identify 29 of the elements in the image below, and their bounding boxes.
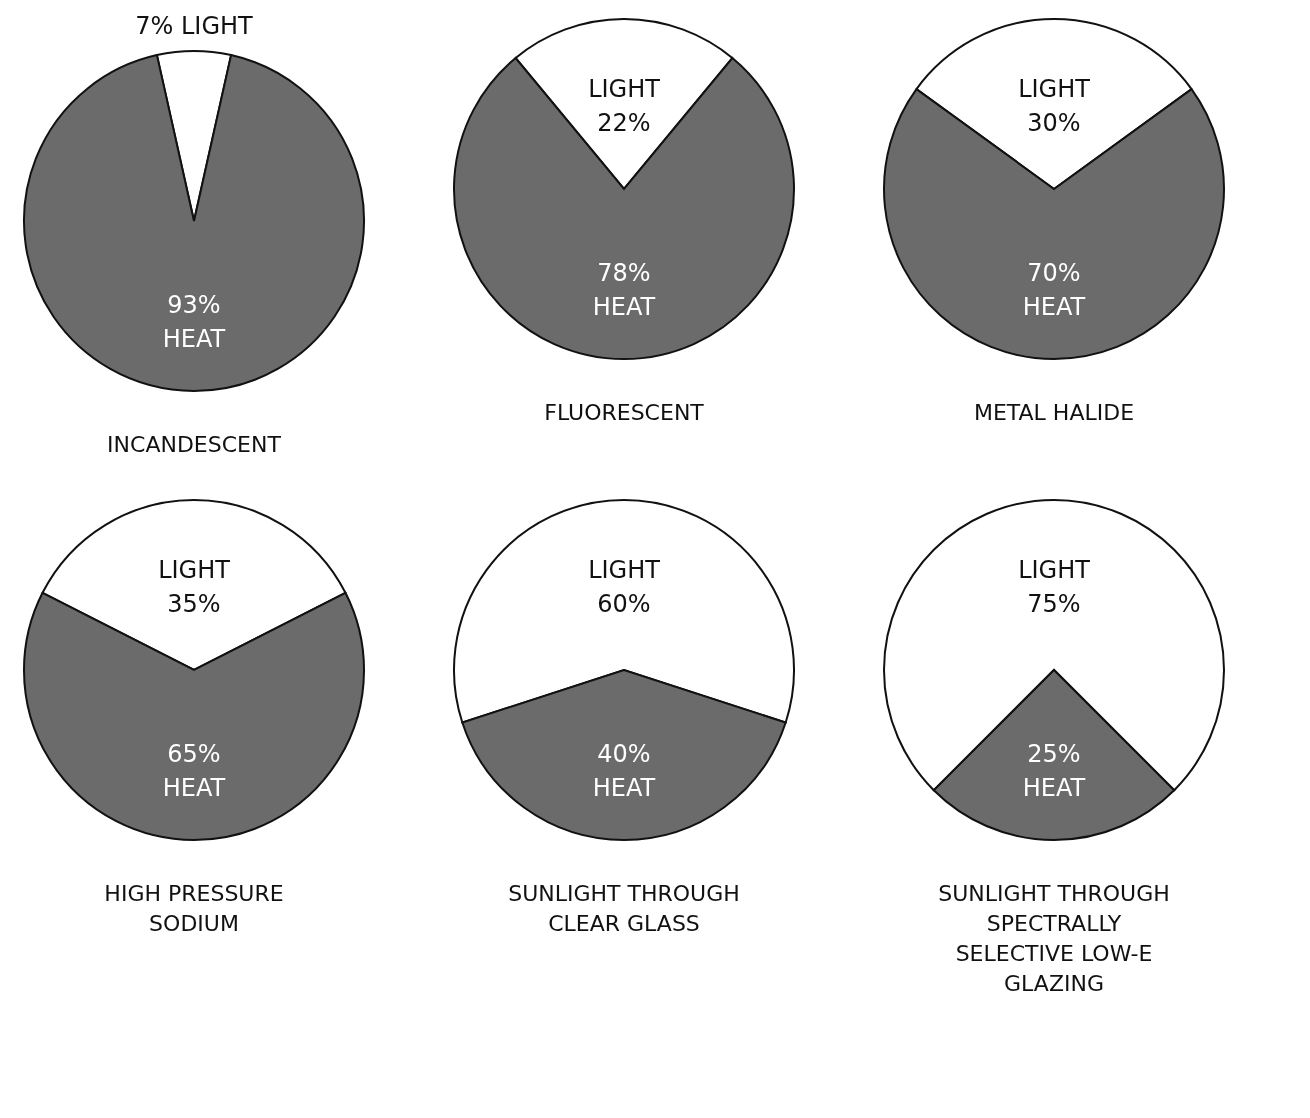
- text: SUNLIGHT THROUGH CLEAR GLASS: [508, 881, 740, 936]
- slice-label: HEAT: [1022, 293, 1086, 321]
- text: SUNLIGHT THROUGH SPECTRALLY SELECTIVE LOW-E GLAZING: [938, 881, 1170, 996]
- slice-label: LIGHT: [158, 556, 231, 585]
- data-label: 60%: [597, 590, 651, 619]
- slice-label: HEAT: [162, 325, 226, 353]
- text: METAL HALIDE: [973, 400, 1135, 425]
- data-label: 93%: [167, 291, 221, 319]
- slice-label: LIGHT: [588, 75, 661, 104]
- data-label: 65%: [167, 740, 221, 768]
- data-label: 25%: [1027, 740, 1081, 768]
- data-label: 40%: [597, 740, 651, 768]
- slice-label: 7% LIGHT: [135, 12, 254, 40]
- slice-label: HEAT: [1022, 774, 1086, 802]
- text: HIGH PRESSURE SODIUM: [104, 881, 284, 936]
- data-label: 75%: [1027, 590, 1081, 619]
- data-label: 30%: [1027, 109, 1081, 138]
- data-label: 78%: [597, 259, 651, 287]
- slice-label: LIGHT: [1018, 556, 1091, 585]
- slice-label: HEAT: [162, 774, 226, 802]
- data-label: 70%: [1027, 259, 1081, 287]
- slice-label: HEAT: [592, 293, 656, 321]
- slice-label: HEAT: [592, 774, 656, 802]
- slice-label: LIGHT: [1018, 75, 1091, 104]
- slice-label: LIGHT: [588, 556, 661, 585]
- text: INCANDESCENT: [107, 432, 282, 457]
- text: FLUORESCENT: [544, 400, 705, 425]
- data-label: 35%: [167, 590, 221, 619]
- data-label: 22%: [597, 109, 651, 138]
